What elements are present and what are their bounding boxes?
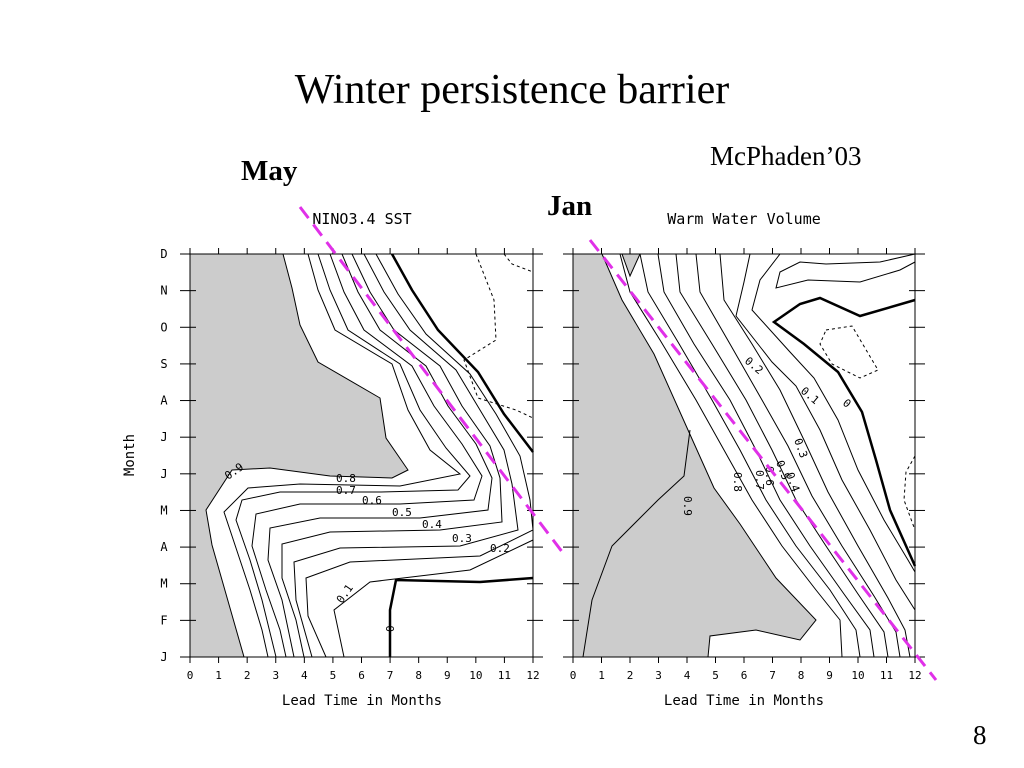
x-tick-label: 7 xyxy=(387,669,394,682)
contour-line xyxy=(281,253,503,658)
contour-label: 0.4 xyxy=(422,518,442,531)
contour-label: 0 xyxy=(384,625,397,632)
contour-line xyxy=(735,253,916,611)
x-tick-label: 11 xyxy=(498,669,511,682)
x-tick-label: 10 xyxy=(469,669,482,682)
panel-nino34-sst: 0.9 0.8 0.7 0.6 0.5 0.4 0.3 0.2 0.1 0 0 1… xyxy=(122,210,543,709)
barrier-line-jan xyxy=(588,239,938,681)
contour-zero xyxy=(388,576,534,657)
panel-title: NINO3.4 SST xyxy=(312,210,411,228)
x-tick-label: 11 xyxy=(880,669,893,682)
contour-label: 0.5 xyxy=(773,459,792,482)
contour-label: 0.9 xyxy=(681,496,694,516)
contour-line xyxy=(235,253,471,658)
contour-line xyxy=(657,253,875,658)
y-tick-label: D xyxy=(160,247,167,261)
y-axis: J F M A M J J A S O N D xyxy=(160,247,543,664)
negative-contour xyxy=(819,325,879,379)
jan-label: Jan xyxy=(547,190,593,222)
contour-label: 0.6 xyxy=(362,494,382,507)
contour-line xyxy=(639,253,861,658)
contours xyxy=(223,253,534,658)
contour-line xyxy=(267,253,493,658)
x-tick-label: 3 xyxy=(272,669,279,682)
contour-label: 0.3 xyxy=(791,437,810,460)
y-axis-label: Month xyxy=(122,434,138,476)
citation: McPhaden’03 xyxy=(710,141,862,171)
y-tick-label: M xyxy=(160,577,167,591)
contour-line xyxy=(675,253,889,658)
slide-title: Winter persistence barrier xyxy=(294,67,730,113)
contour-line xyxy=(223,253,462,658)
x-tick-label: 10 xyxy=(851,669,864,682)
x-tick-label: 4 xyxy=(684,669,691,682)
contours xyxy=(582,253,917,658)
x-tick-label: 6 xyxy=(358,669,365,682)
x-tick-label: 8 xyxy=(798,669,805,682)
negative-contour xyxy=(463,253,534,419)
x-axis: 0 1 2 3 4 5 6 7 8 9 10 11 12 xyxy=(570,248,922,682)
x-tick-label: 12 xyxy=(526,669,539,682)
contour-zero xyxy=(771,296,917,567)
y-tick-label: M xyxy=(160,503,167,517)
contour-line xyxy=(751,253,916,573)
y-tick-label: S xyxy=(160,357,167,371)
barrier-line-may xyxy=(298,206,565,554)
contour-label: 0.2 xyxy=(490,542,510,555)
y-tick-label: O xyxy=(160,320,167,334)
x-tick-label: 2 xyxy=(627,669,634,682)
contour-label: 0.3 xyxy=(452,532,472,545)
contour-line xyxy=(333,539,534,658)
page-number: 8 xyxy=(973,720,987,750)
x-tick-label: 0 xyxy=(187,669,194,682)
x-tick-label: 7 xyxy=(769,669,776,682)
contour-line xyxy=(251,253,483,658)
x-tick-label: 9 xyxy=(826,669,833,682)
y-tick-label: N xyxy=(160,284,167,298)
x-tick-label: 3 xyxy=(655,669,662,682)
y-tick-label: F xyxy=(160,613,167,627)
x-tick-label: 2 xyxy=(244,669,251,682)
x-tick-label: 12 xyxy=(908,669,921,682)
contour-line xyxy=(582,429,691,658)
x-tick-label: 5 xyxy=(712,669,719,682)
contour-line xyxy=(695,253,901,658)
contour-label: 0.7 xyxy=(336,484,356,497)
x-tick-label: 9 xyxy=(444,669,451,682)
y-tick-label: A xyxy=(160,540,168,554)
contour-label: 0.8 xyxy=(336,472,356,485)
x-tick-label: 8 xyxy=(415,669,422,682)
contour-line xyxy=(305,253,534,658)
contour-label: 0.8 xyxy=(731,472,744,492)
contour-label: 0.5 xyxy=(392,506,412,519)
y-tick-label: J xyxy=(160,430,167,444)
negative-contour xyxy=(503,253,534,273)
contour-line xyxy=(719,253,911,658)
y-tick-label: A xyxy=(160,394,168,408)
x-axis: 0 1 2 3 4 5 6 7 8 9 10 11 12 xyxy=(187,248,540,682)
contour-line xyxy=(293,253,519,658)
contour-labels: 0.9 0.8 0.7 0.6 0.5 0.4 0.3 0.2 0.1 0 xyxy=(222,460,510,632)
shaded-region xyxy=(189,253,409,658)
x-tick-label: 1 xyxy=(215,669,222,682)
x-tick-label: 1 xyxy=(598,669,605,682)
x-axis-label: Lead Time in Months xyxy=(664,693,824,709)
y-tick-label: J xyxy=(160,650,167,664)
contour-label: 0.7 xyxy=(753,470,766,490)
x-tick-label: 0 xyxy=(570,669,577,682)
contour-line xyxy=(619,253,843,658)
x-tick-label: 6 xyxy=(741,669,748,682)
contour-zero xyxy=(390,253,534,453)
x-tick-label: 5 xyxy=(330,669,337,682)
shaded-region xyxy=(572,253,817,658)
x-axis-label: Lead Time in Months xyxy=(282,693,442,709)
y-tick-label: J xyxy=(160,467,167,481)
contour-line xyxy=(775,253,916,289)
negative-contour xyxy=(903,455,916,531)
x-tick-label: 4 xyxy=(301,669,308,682)
panel-title: Warm Water Volume xyxy=(667,210,821,228)
may-label: May xyxy=(241,155,298,187)
